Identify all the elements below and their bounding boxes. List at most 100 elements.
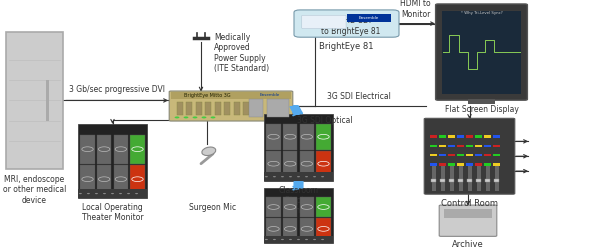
Bar — [283, 124, 298, 150]
Circle shape — [297, 239, 300, 240]
Bar — [493, 145, 500, 147]
Bar — [441, 165, 445, 191]
Bar — [283, 197, 298, 217]
Circle shape — [95, 193, 98, 194]
Bar — [430, 145, 437, 147]
Circle shape — [313, 239, 316, 240]
Text: BrightEye 81: BrightEye 81 — [319, 42, 374, 51]
Text: Medically
Approved
Power Supply
(ITE Standard): Medically Approved Power Supply (ITE Sta… — [214, 33, 269, 73]
Bar — [316, 197, 331, 217]
FancyBboxPatch shape — [294, 10, 399, 37]
Bar — [267, 99, 289, 118]
Circle shape — [184, 117, 188, 118]
Circle shape — [281, 176, 284, 177]
Bar — [46, 80, 49, 121]
Bar — [266, 151, 281, 177]
Bar — [440, 179, 445, 182]
Text: BrightEye Mitto 3G: BrightEye Mitto 3G — [184, 93, 230, 98]
Circle shape — [127, 193, 130, 194]
Bar — [97, 135, 112, 164]
Bar — [467, 179, 472, 182]
Bar — [484, 154, 491, 156]
Bar — [442, 11, 521, 93]
Bar — [78, 189, 147, 198]
FancyBboxPatch shape — [302, 15, 346, 29]
Bar — [249, 99, 263, 118]
Bar — [475, 135, 482, 138]
FancyBboxPatch shape — [439, 205, 497, 236]
Bar — [266, 197, 281, 217]
Circle shape — [265, 239, 268, 240]
Bar — [171, 92, 291, 99]
Text: * Why Tri-Level Sync?: * Why Tri-Level Sync? — [461, 11, 502, 15]
Bar — [493, 135, 500, 138]
Bar — [448, 135, 455, 138]
Bar — [468, 165, 472, 191]
Bar — [448, 145, 455, 147]
Bar — [264, 172, 333, 181]
Bar — [300, 124, 314, 150]
Text: Classroom
Display
Monitor: Classroom Display Monitor — [278, 186, 319, 215]
Bar — [430, 135, 437, 138]
Bar — [466, 163, 473, 166]
Bar — [449, 179, 454, 182]
Text: Local Operating
Theater Monitor: Local Operating Theater Monitor — [82, 203, 143, 222]
Circle shape — [111, 193, 114, 194]
Text: MRI, endoscope
or other medical
device: MRI, endoscope or other medical device — [3, 175, 66, 205]
Bar — [80, 165, 95, 194]
FancyBboxPatch shape — [264, 188, 333, 243]
Bar — [477, 165, 481, 191]
Bar — [439, 154, 446, 156]
Circle shape — [193, 117, 197, 118]
Circle shape — [305, 176, 308, 177]
Bar — [448, 163, 455, 166]
Bar — [475, 163, 482, 166]
Circle shape — [119, 193, 122, 194]
Bar — [431, 179, 436, 182]
Bar — [430, 154, 437, 156]
Circle shape — [211, 117, 215, 118]
Bar — [97, 165, 112, 194]
Circle shape — [305, 239, 308, 240]
Bar — [466, 145, 473, 147]
Bar — [450, 165, 454, 191]
Bar — [347, 14, 391, 23]
Text: Surgeon Mic: Surgeon Mic — [190, 203, 236, 212]
Bar — [494, 179, 499, 182]
Bar — [224, 102, 230, 115]
Bar — [300, 218, 314, 239]
Bar — [459, 165, 463, 191]
Bar — [316, 151, 331, 177]
Bar — [484, 163, 491, 166]
Ellipse shape — [202, 147, 216, 155]
Bar — [457, 154, 464, 156]
Bar — [457, 163, 464, 166]
Bar — [430, 163, 437, 166]
Bar — [439, 135, 446, 138]
Bar — [130, 165, 145, 194]
Bar — [457, 135, 464, 138]
Text: 3G SDI Electrical: 3G SDI Electrical — [326, 92, 391, 101]
Bar — [130, 135, 145, 164]
Text: SD or HD SDI
to BrightEye 81: SD or HD SDI to BrightEye 81 — [321, 16, 380, 35]
Bar — [187, 102, 193, 115]
Bar — [486, 165, 490, 191]
Bar — [444, 209, 492, 218]
Circle shape — [297, 176, 300, 177]
Bar — [439, 163, 446, 166]
Bar — [439, 145, 446, 147]
Bar — [196, 102, 202, 115]
Circle shape — [281, 239, 284, 240]
FancyBboxPatch shape — [78, 124, 147, 198]
Bar — [457, 145, 464, 147]
Bar — [300, 197, 314, 217]
Bar — [266, 218, 281, 239]
Bar — [484, 135, 491, 138]
Circle shape — [273, 176, 276, 177]
Bar — [264, 236, 333, 243]
Bar — [114, 165, 128, 194]
Bar — [466, 135, 473, 138]
Bar — [243, 102, 249, 115]
Bar — [300, 151, 314, 177]
Bar — [466, 154, 473, 156]
